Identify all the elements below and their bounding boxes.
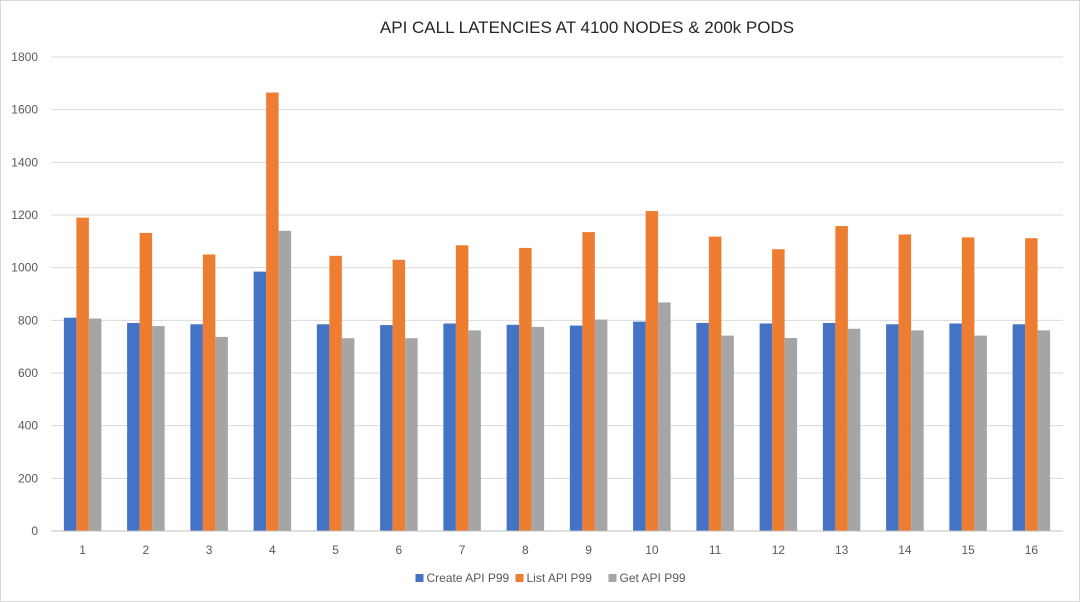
bar-create-api-p99-11: [696, 322, 709, 531]
bar-list-api-p99-14: [898, 234, 912, 531]
bar-list-api-p99-9: [582, 232, 595, 531]
bar-create-api-p99-15: [949, 323, 962, 531]
bar-get-api-p99-5: [341, 338, 355, 531]
bar-get-api-p99-10: [658, 302, 671, 531]
bar-create-api-p99-4: [253, 271, 267, 531]
bar-get-api-p99-2: [152, 326, 165, 531]
y-tick-label: 400: [18, 419, 38, 433]
x-tick-label: 14: [898, 543, 912, 557]
bar-create-api-p99-9: [569, 325, 583, 531]
x-tick-label: 3: [206, 543, 213, 557]
bar-get-api-p99-8: [531, 326, 545, 531]
y-tick-label: 800: [18, 313, 38, 327]
bar-get-api-p99-4: [278, 230, 292, 532]
x-tick-label: 6: [396, 543, 403, 557]
bar-get-api-p99-3: [215, 336, 228, 531]
y-tick-label: 1800: [11, 50, 38, 64]
y-tick-label: 1000: [11, 261, 38, 275]
bar-get-api-p99-9: [594, 319, 608, 531]
bar-list-api-p99-2: [139, 232, 153, 531]
bar-get-api-p99-13: [847, 328, 861, 531]
legend-label: Get API P99: [620, 571, 686, 585]
bar-list-api-p99-7: [455, 245, 469, 532]
x-tick-label: 11: [709, 543, 722, 557]
x-tick-label: 9: [585, 543, 592, 557]
legend-swatch: [415, 574, 424, 582]
bar-get-api-p99-1: [88, 318, 102, 531]
bar-create-api-p99-16: [1012, 324, 1026, 531]
y-tick-label: 1600: [11, 103, 38, 117]
bar-create-api-p99-13: [822, 322, 836, 531]
bar-list-api-p99-1: [76, 217, 89, 531]
bar-list-api-p99-3: [202, 254, 216, 531]
x-tick-label: 10: [645, 543, 659, 557]
bar-get-api-p99-7: [468, 330, 481, 531]
y-tick-label: 200: [18, 471, 38, 485]
legend: Create API P99 List API P99 Get API P99: [415, 571, 686, 585]
x-axis-ticks: 1 2 3 4 5 6 7 8 9 10 11 12 13 14 15 16: [79, 543, 1038, 557]
y-tick-label: 0: [31, 524, 38, 538]
bar-get-api-p99-16: [1037, 330, 1051, 531]
bar-create-api-p99-1: [63, 317, 77, 531]
x-tick-label: 5: [332, 543, 339, 557]
bar-list-api-p99-10: [645, 211, 659, 532]
x-tick-label: 8: [522, 543, 529, 557]
x-tick-label: 4: [269, 543, 276, 557]
x-tick-label: 16: [1025, 543, 1039, 557]
x-tick-label: 13: [835, 543, 849, 557]
bar-create-api-p99-8: [506, 324, 520, 531]
legend-label: List API P99: [527, 571, 593, 585]
x-tick-label: 15: [961, 543, 975, 557]
bars: [63, 92, 1051, 532]
bar-create-api-p99-2: [127, 322, 140, 531]
y-axis-ticks: 0 200 400 600 800 1000 1200 1400 1600 1800: [11, 50, 38, 538]
x-tick-label: 2: [143, 543, 150, 557]
bar-list-api-p99-12: [772, 249, 785, 531]
y-tick-label: 1400: [11, 155, 38, 169]
bar-list-api-p99-15: [961, 237, 975, 531]
x-tick-label: 7: [459, 543, 466, 557]
bar-list-api-p99-8: [519, 247, 532, 531]
bar-list-api-p99-6: [392, 259, 406, 531]
y-tick-label: 600: [18, 366, 38, 380]
bar-create-api-p99-12: [759, 323, 773, 531]
legend-swatch: [515, 574, 524, 582]
bar-list-api-p99-4: [266, 92, 279, 532]
bar-create-api-p99-7: [443, 323, 456, 531]
bar-create-api-p99-14: [886, 324, 899, 531]
bar-list-api-p99-11: [708, 236, 722, 532]
bar-create-api-p99-10: [633, 321, 646, 531]
bar-create-api-p99-3: [190, 324, 203, 531]
bar-create-api-p99-6: [380, 325, 393, 531]
bar-get-api-p99-12: [784, 337, 798, 531]
bar-list-api-p99-13: [835, 226, 848, 531]
x-tick-label: 12: [772, 543, 786, 557]
chart-title: API CALL LATENCIES AT 4100 NODES & 200k …: [380, 18, 794, 37]
bar-list-api-p99-5: [329, 255, 342, 532]
legend-swatch: [608, 574, 617, 582]
bar-get-api-p99-11: [721, 335, 734, 531]
legend-label: Create API P99: [427, 571, 510, 585]
x-tick-label: 1: [79, 543, 86, 557]
bar-create-api-p99-5: [316, 324, 330, 531]
bar-get-api-p99-14: [911, 330, 924, 531]
bar-get-api-p99-6: [405, 338, 418, 531]
bar-list-api-p99-16: [1025, 238, 1038, 531]
bar-get-api-p99-15: [974, 335, 987, 531]
y-tick-label: 1200: [11, 208, 38, 222]
